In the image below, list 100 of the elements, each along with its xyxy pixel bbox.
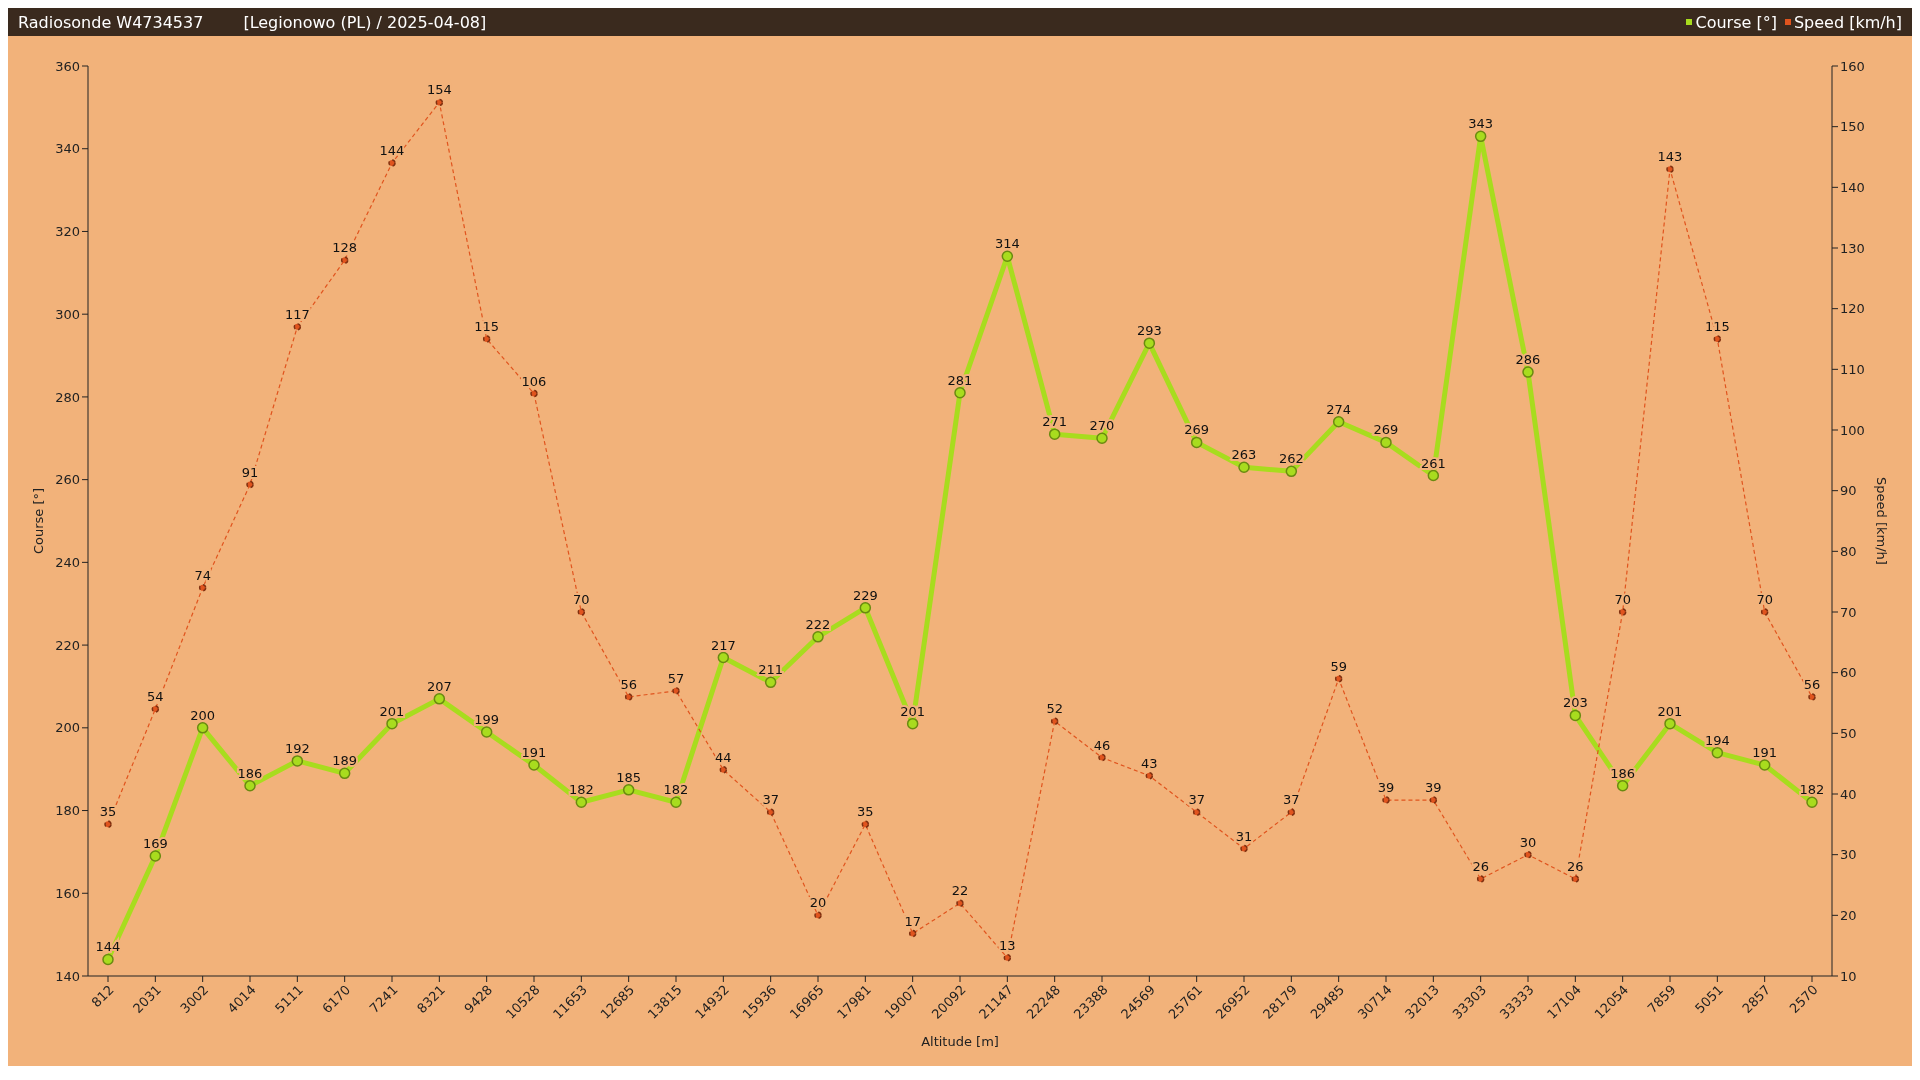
point [1190,436,1203,449]
point [1382,796,1390,804]
point [1616,779,1629,792]
data-label: 70 [1614,592,1631,607]
point [1760,608,1769,616]
data-label: 186 [237,765,263,781]
data-label: 274 [1326,401,1352,417]
data-label: 30 [1519,834,1537,850]
data-label: 186 [1610,765,1636,781]
point [433,693,446,705]
y-tick-label: 200 [55,720,80,736]
point [622,784,635,796]
data-label: 39 [1377,780,1395,796]
data-label: 182 [568,782,594,798]
data-label: 13 [999,937,1016,953]
data-label: 26 [1567,858,1584,874]
data-label: 201 [900,703,926,719]
y2-tick-label: 140 [1840,179,1865,195]
data-label: 54 [147,689,164,705]
y2-tick-label: 60 [1840,665,1857,681]
point [1571,875,1580,883]
y2-tick-label: 130 [1840,240,1865,256]
data-label: 35 [99,804,117,820]
point [1806,796,1818,809]
y2-tick-label: 160 [1840,58,1865,74]
y2-tick-label: 100 [1840,422,1865,438]
point [954,387,966,399]
y2-tick-label: 90 [1840,483,1857,499]
data-label: 128 [332,240,358,256]
data-label: 17 [904,913,921,929]
y-tick-label: 240 [55,554,80,570]
point [196,722,209,734]
y2-tick-label: 30 [1840,847,1857,863]
data-label: 185 [616,769,642,785]
data-label: 229 [852,587,878,603]
point [1666,165,1674,173]
point [244,779,256,792]
data-label: 37 [1188,792,1205,808]
data-label: 20 [809,895,827,911]
point [435,98,444,107]
data-label: 201 [1657,703,1683,719]
point [1380,436,1392,449]
point [293,323,302,331]
point [624,693,633,701]
point [1334,674,1343,683]
point [480,726,493,738]
y-tick-label: 260 [55,472,80,488]
data-label: 200 [190,707,216,723]
point [766,808,775,816]
point [246,480,254,489]
data-label: 70 [573,592,590,607]
data-label: 207 [426,678,452,694]
point [812,631,824,643]
x-axis-title: Altitude [m] [921,1034,999,1049]
data-label: 44 [715,749,732,765]
y-tick-label: 140 [55,968,80,984]
point [1192,808,1201,816]
point [1098,753,1106,762]
point [1238,461,1250,473]
data-label: 281 [947,372,973,388]
point [906,717,919,730]
point [670,796,682,809]
point [149,850,162,862]
point [1664,717,1676,730]
data-label: 37 [762,792,779,808]
legend-label: Speed [km/h] [1793,12,1902,32]
data-label: 39 [1425,780,1442,796]
chart-title: Radiosonde W4734537 [18,12,204,32]
data-label: 154 [426,82,452,98]
data-label: 271 [1042,414,1068,430]
point [104,820,112,829]
data-label: 115 [1704,319,1730,334]
data-label: 293 [1136,323,1162,339]
data-label: 217 [710,637,736,653]
data-label: 222 [805,616,831,632]
point [1096,432,1108,445]
data-label: 91 [241,464,259,480]
data-label: 56 [1803,676,1821,692]
point [1474,130,1487,143]
data-label: 35 [857,804,874,820]
data-label: 26 [1472,858,1489,874]
data-label: 286 [1515,352,1541,368]
data-label: 314 [994,236,1020,252]
point [1524,850,1532,859]
point [1003,954,1012,962]
point [1713,335,1722,343]
data-label: 269 [1184,422,1210,438]
y-tick-label: 320 [55,224,80,240]
y2-tick-label: 70 [1840,604,1857,620]
data-label: 56 [620,676,637,692]
point [719,765,728,774]
point [1332,415,1345,428]
point [1145,772,1154,780]
data-label: 70 [1756,592,1773,607]
point [482,335,491,343]
point [1050,717,1059,725]
point [1569,709,1582,722]
data-label: 74 [194,567,211,583]
y2-tick-label: 110 [1840,361,1865,377]
point [577,608,586,616]
